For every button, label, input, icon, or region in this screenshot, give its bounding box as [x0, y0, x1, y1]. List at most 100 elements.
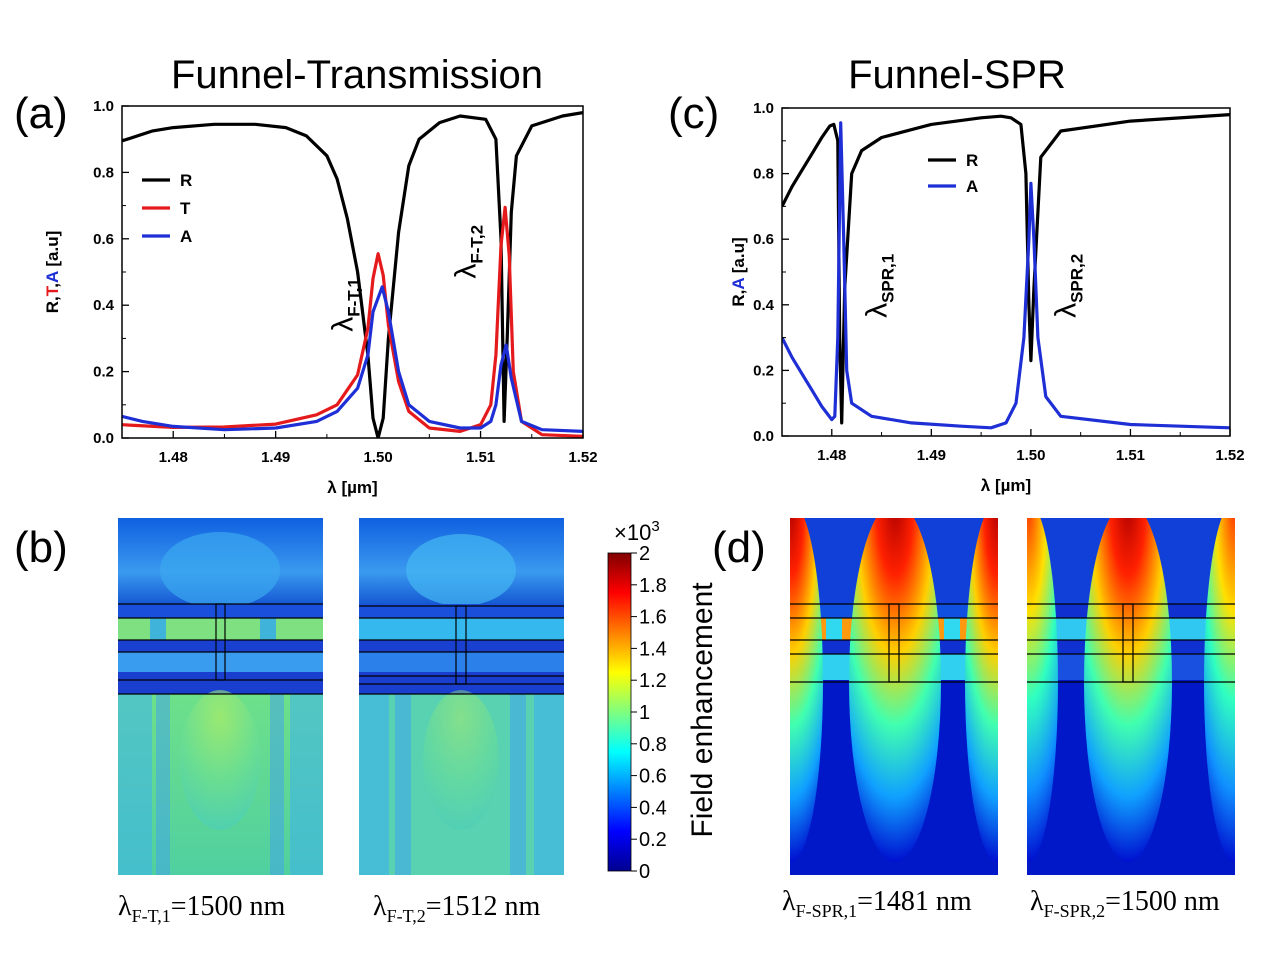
colorbar-ticks: 0 0.2 0.4 0.6 0.8 1 1.2 1.4 1.6 1.8 2 [631, 543, 667, 883]
series-line-r [122, 111, 583, 438]
caption-d2-sub: F-SPR,2 [1044, 901, 1106, 921]
x-tick-label: 1.50 [364, 449, 393, 466]
annotation-subscript: SPR,1 [879, 254, 898, 303]
x-tick-label: 1.50 [1016, 447, 1045, 464]
caption-b1-text: =1500 nm [171, 891, 286, 922]
title-funnel-transmission: Funnel-Transmission [171, 53, 543, 97]
colorbar-tick-label: 1.8 [639, 575, 667, 597]
caption-d1-sub: F-SPR,1 [796, 901, 858, 921]
annotation-subscript: F-T,2 [467, 225, 486, 264]
colorbar-tick-label: 1.4 [639, 638, 667, 660]
caption-d1-text: =1481 nm [857, 886, 972, 917]
y-axis-label-part: R [43, 301, 62, 313]
x-tick-label: 1.49 [261, 449, 290, 466]
colorbar-multiplier: ×103 [614, 518, 660, 545]
x-tick-label: 1.48 [817, 447, 846, 464]
panel-label-b: (b) [14, 523, 68, 572]
annotation-symbol: λ [1050, 303, 1083, 318]
series-line-a [122, 285, 583, 433]
heatmap-b2 [359, 518, 564, 875]
caption-b2: λF-T,2=1512 nm [373, 891, 541, 926]
y-axis-label: R,A [a.u] [729, 237, 748, 306]
chart-a: 1.48 1.49 1.50 1.51 1.52 0.0 0.2 0.4 0.6 0.8 1.0 λ … [43, 98, 598, 497]
y-tick-label: 0.4 [753, 297, 775, 314]
caption-b1-sub: F-T,1 [132, 906, 171, 926]
x-tick-label: 1.51 [1116, 447, 1145, 464]
colorbar-tick-label: 0 [639, 861, 650, 883]
y-axis-label-part: , [43, 296, 62, 301]
x-tick-label: 1.48 [159, 449, 188, 466]
colorbar-gradient [607, 552, 632, 872]
x-tick-label: 1.49 [917, 447, 946, 464]
y-tick-label: 0.8 [753, 166, 774, 183]
colorbar-multiplier-exponent: 3 [651, 518, 659, 535]
y-axis-label-part: , [43, 283, 62, 288]
caption-b2-text: =1512 nm [426, 891, 541, 922]
colorbar-tick-label: 0.8 [639, 734, 667, 756]
colorbar-tick-label: 1 [639, 702, 650, 724]
y-tick-label: 0.0 [753, 428, 774, 445]
y-axis-label-part: T [43, 285, 62, 296]
y-axis-label-part: R [729, 294, 748, 306]
legend-label: A [966, 177, 978, 196]
x-tick-label: 1.52 [1215, 447, 1244, 464]
x-tick-label: 1.51 [466, 449, 495, 466]
caption-d1: λF-SPR,1=1481 nm [782, 886, 972, 921]
panel-label-c: (c) [668, 89, 719, 138]
annotation-symbol: λ [327, 317, 360, 332]
x-axis-label: λ [µm] [981, 476, 1031, 495]
y-tick-label: 0.6 [753, 231, 774, 248]
legend-label: T [180, 199, 191, 218]
caption-d2-text: =1500 nm [1105, 886, 1220, 917]
colorbar-label: Field enhancement [686, 582, 719, 838]
resonance-annotation: λF-T,1 [327, 278, 364, 332]
caption-d2-sym: λ [1030, 886, 1044, 917]
y-axis-label-part: A [43, 271, 62, 283]
caption-d1-sym: λ [782, 886, 796, 917]
y-axis-label-part: A [729, 278, 748, 290]
y-tick-label: 0.2 [93, 364, 114, 381]
annotation-symbol: λ [861, 303, 894, 318]
y-axis-label: R,T,A [a.u] [43, 231, 62, 314]
series-line-t [122, 205, 583, 438]
colorbar: 0 0.2 0.4 0.6 0.8 1 1.2 1.4 1.6 1.8 2 ×103 Field e… [607, 518, 719, 883]
caption-b1-sym: λ [118, 891, 132, 922]
caption-b2-sub: F-T,2 [387, 906, 426, 926]
caption-b1: λF-T,1=1500 nm [118, 891, 286, 926]
resonance-annotation: λSPR,1 [861, 254, 898, 318]
caption-d2: λF-SPR,2=1500 nm [1030, 886, 1220, 921]
y-axis-label-part: [a.u] [43, 231, 62, 272]
panel-label-d: (d) [712, 523, 766, 572]
legend-label: R [180, 171, 192, 190]
colorbar-tick-label: 0.6 [639, 766, 667, 788]
colorbar-tick-label: 1.2 [639, 670, 667, 692]
resonance-annotation: λSPR,2 [1050, 254, 1087, 318]
y-axis-label-part: , [729, 290, 748, 295]
colorbar-tick-label: 0.4 [639, 797, 667, 819]
heatmap-d1 [790, 518, 998, 875]
colorbar-tick-label: 1.6 [639, 607, 667, 629]
caption-b2-sym: λ [373, 891, 387, 922]
colorbar-multiplier-base: ×10 [614, 520, 651, 545]
series-line-r [782, 113, 1230, 425]
x-axis-label: λ [µm] [327, 478, 377, 497]
y-tick-label: 0.6 [93, 231, 114, 248]
resonance-annotation: λF-T,2 [449, 225, 486, 279]
colorbar-tick-label: 0.2 [639, 829, 667, 851]
heatmap-b1 [118, 518, 323, 875]
colorbar-tick-label: 2 [639, 543, 650, 565]
y-tick-label: 1.0 [93, 98, 114, 115]
title-funnel-spr: Funnel-SPR [848, 53, 1066, 97]
y-tick-label: 0.2 [753, 362, 774, 379]
annotation-subscript: SPR,2 [1068, 254, 1087, 303]
annotation-subscript: F-T,1 [345, 278, 364, 317]
x-tick-label: 1.52 [568, 449, 597, 466]
annotation-symbol: λ [449, 264, 482, 279]
y-tick-label: 0.8 [93, 164, 114, 181]
heatmap-d2 [1027, 518, 1235, 875]
legend-label: A [180, 227, 192, 246]
panel-label-a: (a) [14, 89, 68, 138]
legend-label: R [966, 151, 978, 170]
y-axis-label-part: [a.u] [729, 237, 748, 278]
